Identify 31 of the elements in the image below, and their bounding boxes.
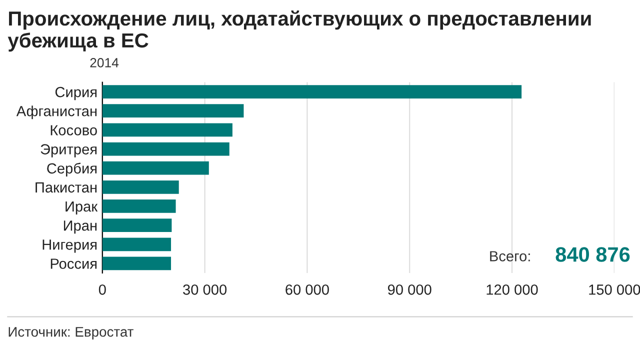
x-tick-label: 0: [98, 284, 106, 295]
y-tick-label: Афганистан: [16, 106, 97, 120]
y-tick-label: Пакистан: [36, 182, 97, 193]
y-tick-label: Сербия: [47, 162, 97, 176]
x-tick-label: 150 000: [589, 284, 640, 295]
y-tick-label: Косово: [50, 125, 97, 136]
annotation: 840 876: [556, 247, 630, 262]
text: Источник: Евростат: [8, 327, 134, 340]
chart-title: Происхождение лиц, ходатайствующих о предоставлении убежища в ЕС: [8, 10, 591, 52]
chart-subtitle: 2014: [90, 58, 119, 68]
bar: [102, 104, 244, 118]
bar: [102, 123, 232, 137]
bar: [102, 180, 179, 194]
y-tick-label: Иран: [64, 220, 97, 234]
x-tick-label: 60 000: [286, 284, 329, 295]
y-tick-label: Ирак: [66, 201, 98, 215]
annotation: Всего:: [490, 251, 530, 262]
y-tick-label: Сирия: [55, 86, 97, 100]
y-tick-label: Россия: [50, 258, 97, 269]
x-tick-label: 120 000: [486, 284, 538, 295]
bar: [102, 200, 176, 213]
bar: [102, 256, 172, 270]
bar: [102, 161, 209, 175]
y-tick-label: Эритрея: [40, 144, 97, 158]
y-tick-label: Нигерия: [42, 240, 97, 253]
x-tick-label: 90 000: [388, 284, 432, 295]
bar: [102, 85, 522, 98]
bar: [102, 238, 172, 252]
bar: [102, 218, 172, 232]
bar: [102, 142, 230, 156]
x-tick-label: 30 000: [183, 284, 227, 295]
